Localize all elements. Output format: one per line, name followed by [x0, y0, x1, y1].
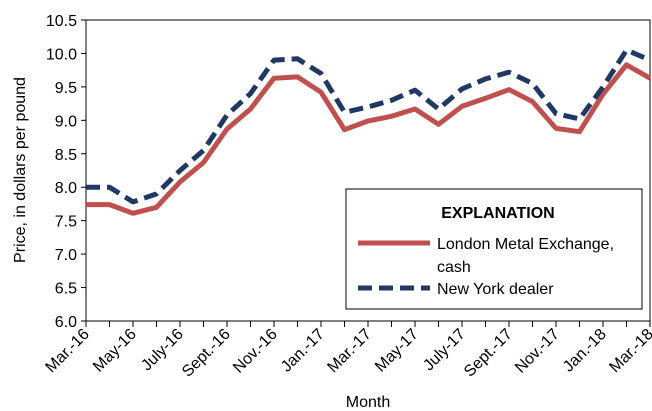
- y-axis-title: Price, in dollars per pound: [12, 77, 29, 263]
- y-tick-label: 7.5: [55, 214, 77, 231]
- x-tick-label: Mar.-16: [42, 326, 92, 376]
- y-tick-label: 9.5: [55, 80, 77, 97]
- y-tick-label: 8.5: [55, 147, 77, 164]
- x-tick-label: May-16: [90, 326, 140, 376]
- x-axis: Mar.-16May-16July-16Sept.-16Nov.-16Jan.-…: [42, 321, 652, 381]
- series-line-new-york-dealer: [86, 47, 651, 205]
- series-lines: [86, 47, 652, 216]
- y-tick-label: 10.5: [46, 13, 77, 30]
- x-tick-label: Jan.-17: [278, 326, 328, 376]
- x-axis-title: Month: [346, 394, 390, 411]
- y-axis: 6.0 6.5 7.0 7.5 8.0 8.5 9.0 9.5 10.0 10.5: [46, 13, 86, 331]
- y-tick-label: 6.0: [55, 314, 77, 331]
- x-tick-label: Mar.-17: [324, 326, 374, 376]
- y-tick-label: 8.0: [55, 180, 77, 197]
- legend-box: [345, 188, 643, 310]
- legend-label-lme-line1: London Metal Exchange,: [437, 236, 614, 253]
- y-tick-label: 6.5: [55, 281, 77, 298]
- x-tick-label: Sept.-17: [461, 326, 516, 381]
- y-tick-label: 9.0: [55, 113, 77, 130]
- x-tick-label: Jan.-18: [560, 326, 610, 376]
- series-line-london-metal-exchange: [86, 62, 652, 216]
- x-tick-label: Sept.-16: [179, 326, 234, 381]
- x-tick-label: Nov.-17: [512, 326, 563, 377]
- x-tick-label: May-17: [372, 326, 422, 376]
- legend-label-lme-line2: cash: [437, 259, 471, 276]
- x-tick-label: Mar.-18: [606, 326, 652, 376]
- legend-title: EXPLANATION: [441, 205, 554, 222]
- legend: EXPLANATION London Metal Exchange, cash …: [345, 188, 643, 310]
- x-tick-label: Nov.-16: [230, 326, 281, 377]
- legend-label-ny: New York dealer: [437, 281, 554, 298]
- y-tick-label: 7.0: [55, 247, 77, 264]
- y-tick-label: 10.0: [46, 46, 77, 63]
